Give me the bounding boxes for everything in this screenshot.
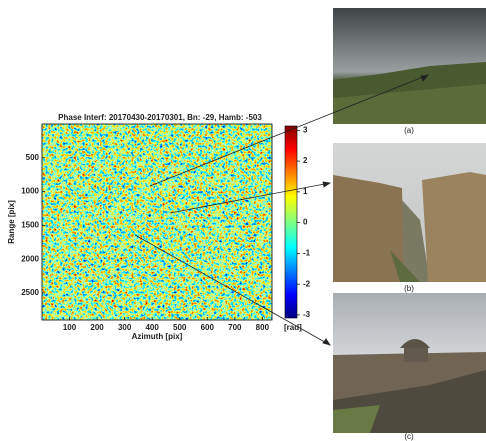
x-tick-label: 300 [118,323,132,332]
x-tick-label: 800 [256,323,270,332]
photo-caption: (a) [404,126,414,135]
colorbar-tick-label: 2 [303,156,308,165]
y-tick-label: 1500 [21,220,39,229]
x-tick-label: 200 [90,323,104,332]
y-tick-label: 500 [26,153,40,162]
x-tick-label: 100 [63,323,77,332]
colorbar-tick-label: 3 [303,125,308,134]
photo-caption: (c) [404,432,414,441]
colorbar [285,126,297,318]
y-tick-label: 2000 [21,254,39,263]
photo-a [333,8,486,124]
x-tick-label: 600 [201,323,215,332]
figure: Phase Interf: 20170430-20170301, Bn: -29… [0,0,486,441]
photo-caption: (b) [404,284,414,293]
y-tick-label: 1000 [21,187,39,196]
colorbar-tick-label: 1 [303,187,308,196]
x-axis-label: Azimuth [pix] [132,332,183,341]
x-tick-label: 700 [228,323,242,332]
x-tick-label: 400 [145,323,159,332]
colorbar-tick-label: -1 [303,248,311,257]
colorbar-tick-label: -2 [303,279,311,288]
photo-c [333,293,486,433]
y-axis-label: Range [pix] [7,200,16,244]
y-tick-label: 2500 [21,288,39,297]
colorbar-tick-label: 0 [303,218,308,227]
interferogram [42,124,272,320]
x-tick-label: 500 [173,323,187,332]
colorbar-tick-label: -3 [303,310,311,319]
plot-title: Phase Interf: 20170430-20170301, Bn: -29… [58,113,262,122]
photo-b [333,143,486,282]
